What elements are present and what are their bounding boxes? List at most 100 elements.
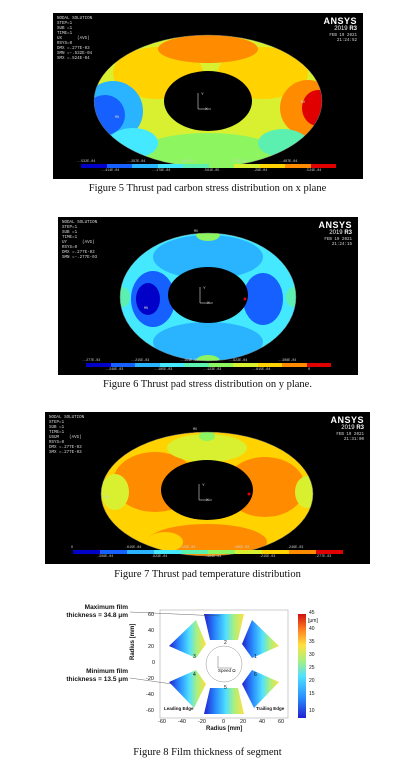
fig6-scale-tick: -.308E-04 — [278, 359, 297, 363]
fig7-solution-info: NODAL SOLUTION STEP=1 SUB =1 TIME=1 USUM… — [49, 416, 85, 455]
fig5-scale-tick: -.407E-04 — [279, 160, 298, 164]
fig5-scale-tick: -.179E-04 — [152, 169, 171, 173]
color-scale-swatch — [106, 164, 132, 168]
fig8-x-tick: 60 — [278, 719, 285, 725]
fig8-trailing-edge: Trailing Edge — [256, 706, 285, 711]
fig7-scale-tick: .246E-03 — [287, 546, 304, 550]
fig6-solution-info: NODAL SOLUTION STEP=1 SUB =1 TIME=1 UY (… — [62, 221, 98, 260]
color-scale-swatch — [282, 363, 307, 367]
fig5-color-scale — [81, 164, 336, 168]
fig7-scale-tick: .277E-03 — [315, 555, 332, 559]
fig8-x-axis-label: Radius [mm] — [206, 726, 243, 732]
color-scale-swatch — [135, 363, 160, 367]
fig5-scale-tick: -.172E-04 — [229, 160, 248, 164]
fig5-scale-tick: -.414E-04 — [101, 169, 120, 173]
fig8-segment-number: 4 — [193, 672, 196, 678]
fig8-x-tick: -20 — [198, 719, 206, 725]
fig7-scale-tick: .185E-03 — [233, 546, 250, 550]
fig8-colorbar-tick: 30 — [309, 652, 315, 658]
fig8-x-tick: -40 — [178, 719, 186, 725]
fig8-max-label: Maximum film thickness = 34.8 μm — [66, 604, 128, 619]
fig6-scale-tick: 0 — [308, 368, 311, 372]
fig7-contour: Y X — [100, 431, 314, 557]
svg-text:X: X — [205, 106, 208, 111]
color-scale-swatch — [235, 550, 262, 554]
fig7-scale-tick: .154E-03 — [205, 555, 222, 559]
fig7-plot: Y X MX MN NODAL SOLUTION STEP=1 SUB =1 T… — [45, 412, 370, 564]
fig6-ansys-logo: ANSYS — [318, 220, 352, 230]
fig7-scale-tick: .923E-04 — [151, 555, 168, 559]
color-scale-swatch — [127, 550, 154, 554]
fig6-color-scale — [86, 363, 331, 367]
fig8-x-tick: 20 — [240, 719, 247, 725]
fig5-scale-tick: -.62E-05 — [178, 160, 195, 164]
svg-text:Y: Y — [201, 91, 204, 96]
fig7-min-tag: MN — [105, 496, 110, 500]
fig6-scale-tick: -.615E-04 — [252, 368, 271, 372]
fig6-scale-tick: -.185E-03 — [154, 368, 173, 372]
fig8-min-label: Minimum film thickness = 13.5 μm — [66, 668, 128, 683]
color-scale-swatch — [257, 363, 282, 367]
color-scale-swatch — [110, 363, 135, 367]
fig6-contour: Y X — [119, 232, 297, 362]
fig5-timestamp: FEB 19 2021 21:24:52 — [329, 34, 357, 43]
fig8-segment-number: 3 — [193, 654, 196, 660]
fig8-colorbar-tick: 10 — [309, 708, 315, 714]
fig7-ansys-logo: ANSYS — [330, 415, 364, 425]
fig8-segment-top-right — [242, 620, 279, 658]
fig6-max-tag: MX — [194, 230, 199, 234]
fig5-min-tag: MN — [115, 116, 120, 120]
color-scale-swatch — [183, 164, 209, 168]
svg-text:X: X — [206, 497, 209, 502]
fig8-colorbar-tick: 40 — [309, 626, 315, 632]
fig8-y-tick: 0 — [152, 660, 156, 666]
fig8-segment-number: 6 — [254, 672, 257, 678]
fig8-y-axis-label: Radius [mm] — [130, 623, 136, 660]
fig8-colorbar-tick: 35 — [309, 639, 315, 645]
fig5-scale-tick: .561E-05 — [203, 169, 220, 173]
fig6-ansys-version: 2019 R3 — [329, 230, 352, 236]
fig6-caption: Figure 6 Thrust pad stress distribution … — [103, 379, 312, 390]
fig8-y-tick: -60 — [146, 708, 154, 714]
fig6-scale-tick: -.123E-03 — [203, 368, 222, 372]
svg-text:X: X — [207, 300, 210, 305]
color-scale-swatch — [159, 363, 184, 367]
fig7-ansys-version: 2019 R3 — [341, 425, 364, 431]
color-scale-swatch — [233, 363, 258, 367]
fig8-x-tick: 40 — [259, 719, 266, 725]
fig8-segment-bottom — [204, 688, 244, 714]
color-scale-swatch — [184, 363, 209, 367]
color-scale-swatch — [73, 550, 100, 554]
color-scale-swatch — [208, 363, 233, 367]
fig6-scale-tick: -.154E-03 — [180, 359, 199, 363]
fig8-y-tick: 20 — [148, 644, 155, 650]
fig5-ansys-logo: ANSYS — [323, 16, 357, 26]
fig8-segment-number: 5 — [224, 685, 227, 691]
fig6-scale-tick: -.215E-03 — [131, 359, 150, 363]
fig7-caption: Figure 7 Thrust pad temperature distribu… — [114, 569, 301, 580]
fig6-timestamp: FEB 19 2021 21:24:15 — [324, 238, 352, 247]
fig8-plot — [129, 609, 306, 719]
fig5-plot: Y X MX MN NODAL SOLUTION STEP=1 SUB =1 T… — [53, 13, 363, 179]
color-scale-swatch — [285, 164, 311, 168]
fig8-y-tick: -20 — [146, 676, 154, 682]
fig8-colorbar-unit: [μm] — [308, 618, 318, 624]
fig8-y-tick: 40 — [148, 628, 155, 634]
fig8-colorbar-tick: 45 — [309, 610, 315, 616]
color-scale-swatch — [316, 550, 343, 554]
svg-text:Y: Y — [203, 285, 206, 290]
color-scale-swatch — [86, 363, 111, 367]
color-scale-swatch — [181, 550, 208, 554]
color-scale-swatch — [259, 164, 285, 168]
fig6-scale-tick: -.246E-03 — [105, 368, 124, 372]
fig8-colorbar-tick: 25 — [309, 665, 315, 671]
color-scale-swatch — [208, 164, 234, 168]
fig7-max-tag: MX — [193, 428, 198, 432]
color-scale-swatch — [208, 550, 235, 554]
fig5-scale-tick: .29E-04 — [253, 169, 268, 173]
fig8-segment-top — [204, 614, 244, 640]
fig8-segment-number: 2 — [224, 640, 227, 646]
fig8-segment-bottom-left — [169, 670, 206, 708]
color-scale-swatch — [100, 550, 127, 554]
fig5-caption: Figure 5 Thrust pad carbon stress distri… — [88, 183, 327, 194]
